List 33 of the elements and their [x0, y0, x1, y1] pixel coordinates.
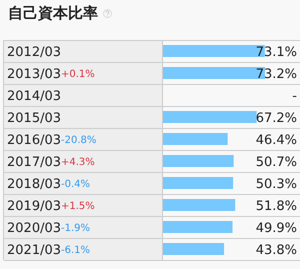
text: -	[292, 89, 297, 104]
y-tick-label: 2014/03	[7, 89, 62, 104]
y-tick-label: 2018/03	[7, 177, 62, 192]
text: -20.8%	[61, 135, 96, 146]
y-tick-label: 2019/03	[7, 199, 62, 214]
y-tick-label: 2013/03	[7, 67, 62, 82]
bar	[163, 133, 228, 145]
text: +4.3%	[61, 157, 95, 168]
y-tick-label: 2017/03	[7, 155, 62, 170]
y-tick-label: 2021/03	[7, 243, 62, 258]
bar	[163, 111, 257, 123]
data-label: 50.3%	[256, 177, 297, 192]
text: +1.5%	[61, 201, 95, 212]
bar	[163, 199, 236, 211]
y-tick-label: 2012/03	[7, 45, 62, 60]
text: -1.9%	[61, 223, 90, 234]
y-tick-label: 2016/03	[7, 133, 62, 148]
chart-title: 自己資本比率	[8, 4, 98, 22]
text: -6.1%	[61, 245, 90, 256]
text: +0.1%	[61, 69, 95, 80]
text: -0.4%	[61, 179, 90, 190]
bar	[163, 243, 224, 255]
data-label: 49.9%	[256, 221, 297, 236]
data-label: 43.8%	[256, 243, 297, 258]
y-tick-label: 2015/03	[7, 111, 62, 126]
data-label: 50.7%	[256, 155, 297, 170]
bar	[163, 155, 234, 167]
data-label: 46.4%	[256, 133, 297, 148]
y-tick-label: 2020/03	[7, 221, 62, 236]
data-label: 67.2%	[256, 111, 297, 126]
data-label: 51.8%	[256, 199, 297, 214]
bar	[163, 177, 234, 189]
bar	[163, 221, 233, 233]
